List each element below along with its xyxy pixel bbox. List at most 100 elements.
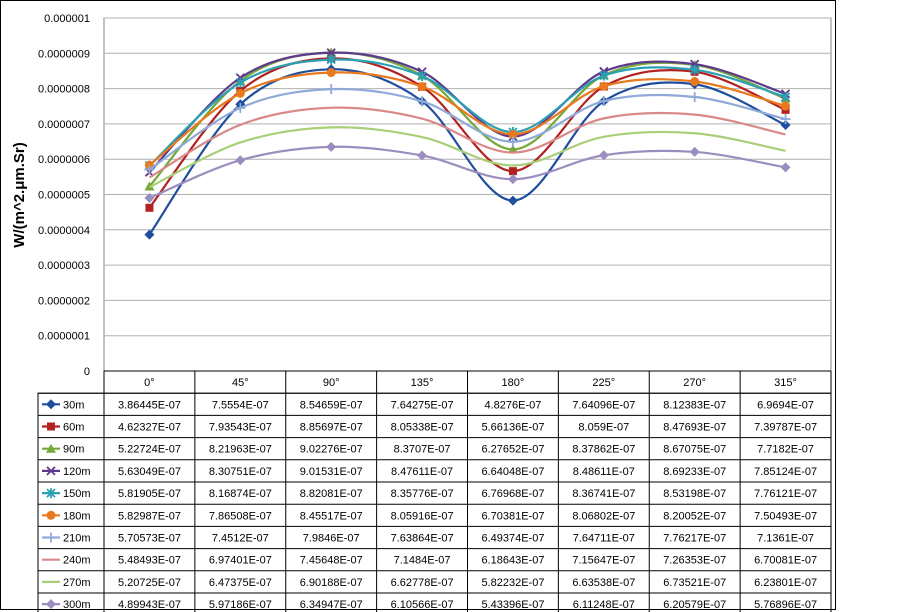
data-label: 6.63538E-07	[572, 577, 635, 589]
legend-entry: 90m	[63, 444, 84, 456]
data-label: 5.22724E-07	[118, 444, 181, 456]
data-label: 5.43396E-07	[481, 599, 544, 611]
data-label: 8.20052E-07	[663, 510, 726, 522]
legend-key-marker	[46, 599, 56, 610]
y-tick-label: 0.0000009	[38, 48, 90, 60]
data-point	[599, 70, 609, 81]
data-point	[326, 141, 337, 152]
x-tick-label: 0°	[144, 377, 155, 389]
data-point	[507, 144, 518, 154]
y-tick-label: 0.0000005	[38, 190, 90, 202]
x-tick-label: 90°	[323, 377, 340, 389]
legend-key-marker	[46, 466, 56, 476]
data-point	[417, 96, 428, 107]
data-label: 5.66136E-07	[481, 422, 544, 434]
data-label: 6.20579E-07	[663, 599, 726, 611]
y-tick-label: 0.0000003	[38, 260, 90, 272]
legend-key-marker	[46, 532, 56, 543]
data-label: 5.48493E-07	[118, 555, 181, 567]
data-label: 7.50493E-07	[754, 510, 817, 522]
series-300m	[144, 141, 791, 204]
legend-entry: 120m	[63, 466, 91, 478]
data-point	[508, 167, 517, 176]
series-line	[149, 145, 786, 200]
table-row: 90m 5.22724E-07 8.21963E-07 9.02276E-07 8.37…	[42, 443, 814, 456]
legend-entry: 180m	[63, 510, 91, 522]
table-row: 30m 3.86445E-07 7.5554E-07 8.54659E-07 7.642…	[42, 399, 814, 411]
table-row: 210m 5.70573E-07 7.4512E-07 7.9846E-07 7.638…	[42, 532, 814, 545]
x-tick-label: 270°	[683, 377, 706, 389]
data-label: 6.70081E-07	[754, 555, 817, 567]
data-point	[689, 146, 700, 157]
legend-entry: 210m	[63, 533, 91, 545]
data-label: 6.34947E-07	[300, 599, 363, 611]
table-row: 120m 5.63049E-07 8.30751E-07 9.01531E-07 8.4…	[42, 466, 817, 478]
data-label: 7.76121E-07	[754, 488, 817, 500]
data-point	[598, 96, 609, 107]
data-label: 3.86445E-07	[118, 399, 181, 411]
legend-key-marker	[46, 510, 56, 520]
data-label: 7.26353E-07	[663, 555, 726, 567]
data-label: 7.15647E-07	[572, 555, 635, 567]
chart-frame	[0, 0, 836, 610]
data-label: 8.45517E-07	[300, 510, 363, 522]
legend-entry: 270m	[63, 577, 91, 589]
data-point	[780, 162, 791, 173]
data-label: 6.97401E-07	[209, 555, 272, 567]
legend-entry: 30m	[63, 399, 84, 411]
data-label: 8.53198E-07	[663, 488, 726, 500]
table-row: 240m 5.48493E-07 6.97401E-07 7.45648E-07 7.1…	[42, 555, 817, 567]
data-label: 6.9694E-07	[757, 399, 814, 411]
data-point	[235, 102, 246, 113]
data-label: 5.97186E-07	[209, 599, 272, 611]
data-label: 8.47611E-07	[391, 466, 453, 478]
y-tick-label: 0.0000008	[38, 84, 90, 96]
data-label: 7.39787E-07	[754, 422, 817, 434]
data-point	[417, 70, 427, 81]
data-label: 7.64275E-07	[391, 399, 454, 411]
data-label: 6.27652E-07	[481, 444, 544, 456]
data-point	[144, 229, 155, 240]
data-point	[690, 77, 700, 87]
legend-key-marker	[46, 443, 56, 453]
series-lines	[144, 47, 791, 240]
y-tick-label: 0.0000002	[38, 295, 90, 307]
data-label: 6.47375E-07	[209, 577, 272, 589]
series-270m	[148, 126, 786, 189]
data-label: 5.63049E-07	[118, 466, 181, 478]
data-label: 4.62327E-07	[118, 422, 181, 434]
data-label: 7.45648E-07	[300, 555, 363, 567]
data-label: 8.48611E-07	[573, 466, 635, 478]
data-label: 5.20725E-07	[118, 577, 181, 589]
legend-entry: 240m	[63, 555, 91, 567]
data-point	[598, 150, 609, 161]
data-label: 6.11248E-07	[573, 599, 635, 611]
data-label: 6.73521E-07	[663, 577, 726, 589]
data-point	[326, 84, 337, 95]
data-label: 8.059E-07	[578, 422, 629, 434]
y-tick-label: 0.0000001	[38, 331, 90, 343]
data-label: 9.01531E-07	[300, 466, 363, 478]
data-label: 8.12383E-07	[663, 399, 726, 411]
data-label: 7.85124E-07	[754, 466, 817, 478]
data-label: 5.70573E-07	[118, 533, 181, 545]
data-label: 5.82232E-07	[481, 577, 544, 589]
data-label: 8.16874E-07	[209, 488, 272, 500]
data-label: 8.37862E-07	[572, 444, 635, 456]
y-tick-label: 0.0000006	[38, 154, 90, 166]
legend-key-marker	[46, 488, 56, 499]
data-label: 7.5554E-07	[212, 399, 269, 411]
series-line	[148, 71, 786, 167]
data-label: 9.02276E-07	[300, 444, 363, 456]
data-label: 8.85697E-07	[300, 422, 363, 434]
data-label: 8.47693E-07	[663, 422, 726, 434]
data-label: 8.69233E-07	[663, 466, 726, 478]
data-label: 5.81905E-07	[118, 488, 181, 500]
data-label: 8.36741E-07	[572, 488, 635, 500]
data-point	[689, 91, 700, 102]
data-point	[507, 195, 518, 206]
data-point	[145, 203, 154, 212]
data-point	[144, 193, 155, 204]
data-label: 6.70381E-07	[481, 510, 544, 522]
